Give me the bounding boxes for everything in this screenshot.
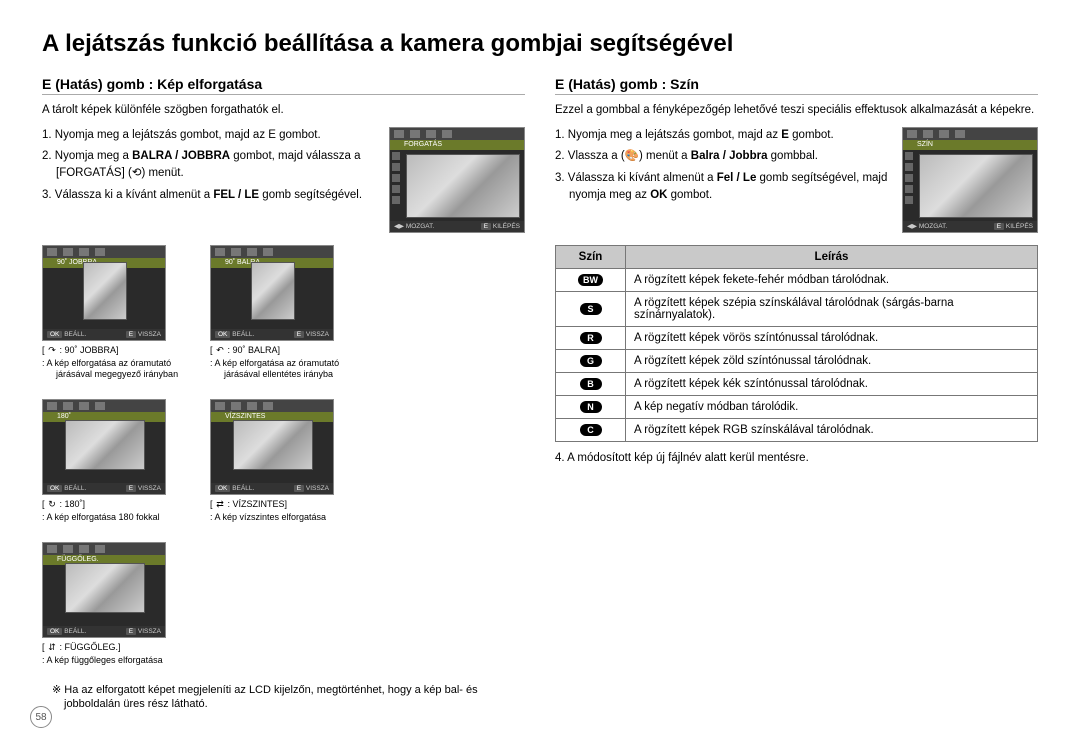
right-intro: Ezzel a gombbal a fényképezőgép lehetővé… — [555, 103, 1038, 119]
color-desc-cell: A rögzített képek szépia színskálával tá… — [626, 291, 1038, 326]
left-step-3: 3. Válassza ki a kívánt almenüt a FEL / … — [42, 187, 377, 204]
table-row: B A rögzített képek kék színtónussal táro… — [556, 372, 1038, 395]
table-row: R A rögzített képek vörös színtónussal tá… — [556, 326, 1038, 349]
rotation-thumbs: 90˚ JOBBRAOK BEÁLL.E VISSZA[ ↷ : 90˚ JOB… — [42, 245, 525, 667]
right-steps: 1. Nyomja meg a lejátszás gombot, majd a… — [555, 127, 890, 233]
color-desc-cell: A rögzített képek kék színtónussal tárol… — [626, 372, 1038, 395]
color-pill-icon: BW — [578, 274, 603, 286]
color-icon-cell: B — [556, 372, 626, 395]
right-after-table: 4. A módosított kép új fájlnév alatt ker… — [555, 450, 1038, 467]
table-row: S A rögzített képek szépia színskálával t… — [556, 291, 1038, 326]
left-note: Ha az elforgatott képet megjeleníti az L… — [42, 683, 525, 713]
color-icon-cell: C — [556, 418, 626, 441]
left-intro: A tárolt képek különféle szögben forgath… — [42, 103, 525, 119]
color-desc-cell: A kép negatív módban tárolódik. — [626, 395, 1038, 418]
rotation-thumb: FÜGGŐLEG.OK BEÁLL.E VISSZA[ ⇵ : FÜGGŐLEG… — [42, 542, 192, 667]
color-icon-cell: G — [556, 349, 626, 372]
color-pill-icon: C — [580, 424, 602, 436]
color-desc-cell: A rögzített képek vörös színtónussal tár… — [626, 326, 1038, 349]
right-step-3: 3. Válassza ki kívánt almenüt a Fel / Le… — [555, 170, 890, 203]
left-main-lcd: FORGATÁS ◀▶ MOZGAT. E KILÉPÉS — [389, 127, 525, 233]
right-main-lcd: SZÍN ◀▶ MOZGAT. E KILÉPÉS — [902, 127, 1038, 233]
table-row: G A rögzített képek zöld színtónussal tár… — [556, 349, 1038, 372]
table-row: N A kép negatív módban tárolódik. — [556, 395, 1038, 418]
color-desc-cell: A rögzített képek fekete-fehér módban tá… — [626, 268, 1038, 291]
rotation-thumb: VÍZSZINTESOK BEÁLL.E VISSZA[ ⇄ : VÍZSZIN… — [210, 399, 360, 524]
table-header-desc: Leírás — [626, 245, 1038, 268]
color-pill-icon: R — [580, 332, 602, 344]
left-step-2: 2. Nyomja meg a BALRA / JOBBRA gombot, m… — [42, 148, 377, 181]
color-desc-cell: A rögzített képek zöld színtónussal táro… — [626, 349, 1038, 372]
color-icon-cell: BW — [556, 268, 626, 291]
rotation-thumb: 90˚ JOBBRAOK BEÁLL.E VISSZA[ ↷ : 90˚ JOB… — [42, 245, 192, 381]
left-step-1: 1. Nyomja meg a lejátszás gombot, majd a… — [42, 127, 377, 144]
table-header-color: Szín — [556, 245, 626, 268]
right-step-1: 1. Nyomja meg a lejátszás gombot, majd a… — [555, 127, 890, 144]
color-pill-icon: N — [580, 401, 602, 413]
rotation-thumb: 90˚ BALRAOK BEÁLL.E VISSZA[ ↶ : 90˚ BALR… — [210, 245, 360, 381]
lcd-label: SZÍN — [903, 140, 1037, 150]
table-row: C A rögzített képek RGB színskálával táro… — [556, 418, 1038, 441]
color-icon-cell: N — [556, 395, 626, 418]
page-title: A lejátszás funkció beállítása a kamera … — [42, 30, 1038, 58]
color-icon-cell: R — [556, 326, 626, 349]
color-pill-icon: S — [580, 303, 602, 315]
right-heading: E (Hatás) gomb : Szín — [555, 76, 1038, 95]
color-icon-cell: S — [556, 291, 626, 326]
rotation-thumb: 180˚OK BEÁLL.E VISSZA[ ↻ : 180˚]: A kép … — [42, 399, 192, 524]
left-steps: 1. Nyomja meg a lejátszás gombot, majd a… — [42, 127, 377, 233]
color-pill-icon: G — [580, 355, 602, 367]
right-column: E (Hatás) gomb : Szín Ezzel a gombbal a … — [555, 76, 1038, 712]
left-heading: E (Hatás) gomb : Kép elforgatása — [42, 76, 525, 95]
page-number: 58 — [30, 706, 52, 728]
color-table: Szín Leírás BW A rögzített képek fekete-f… — [555, 245, 1038, 442]
left-column: E (Hatás) gomb : Kép elforgatása A tárol… — [42, 76, 525, 712]
right-step-2: 2. Vlassza a (🎨) menüt a Balra / Jobbra … — [555, 148, 890, 165]
lcd-label: FORGATÁS — [390, 140, 524, 150]
table-row: BW A rögzített képek fekete-fehér módban … — [556, 268, 1038, 291]
color-pill-icon: B — [580, 378, 602, 390]
color-desc-cell: A rögzített képek RGB színskálával tárol… — [626, 418, 1038, 441]
